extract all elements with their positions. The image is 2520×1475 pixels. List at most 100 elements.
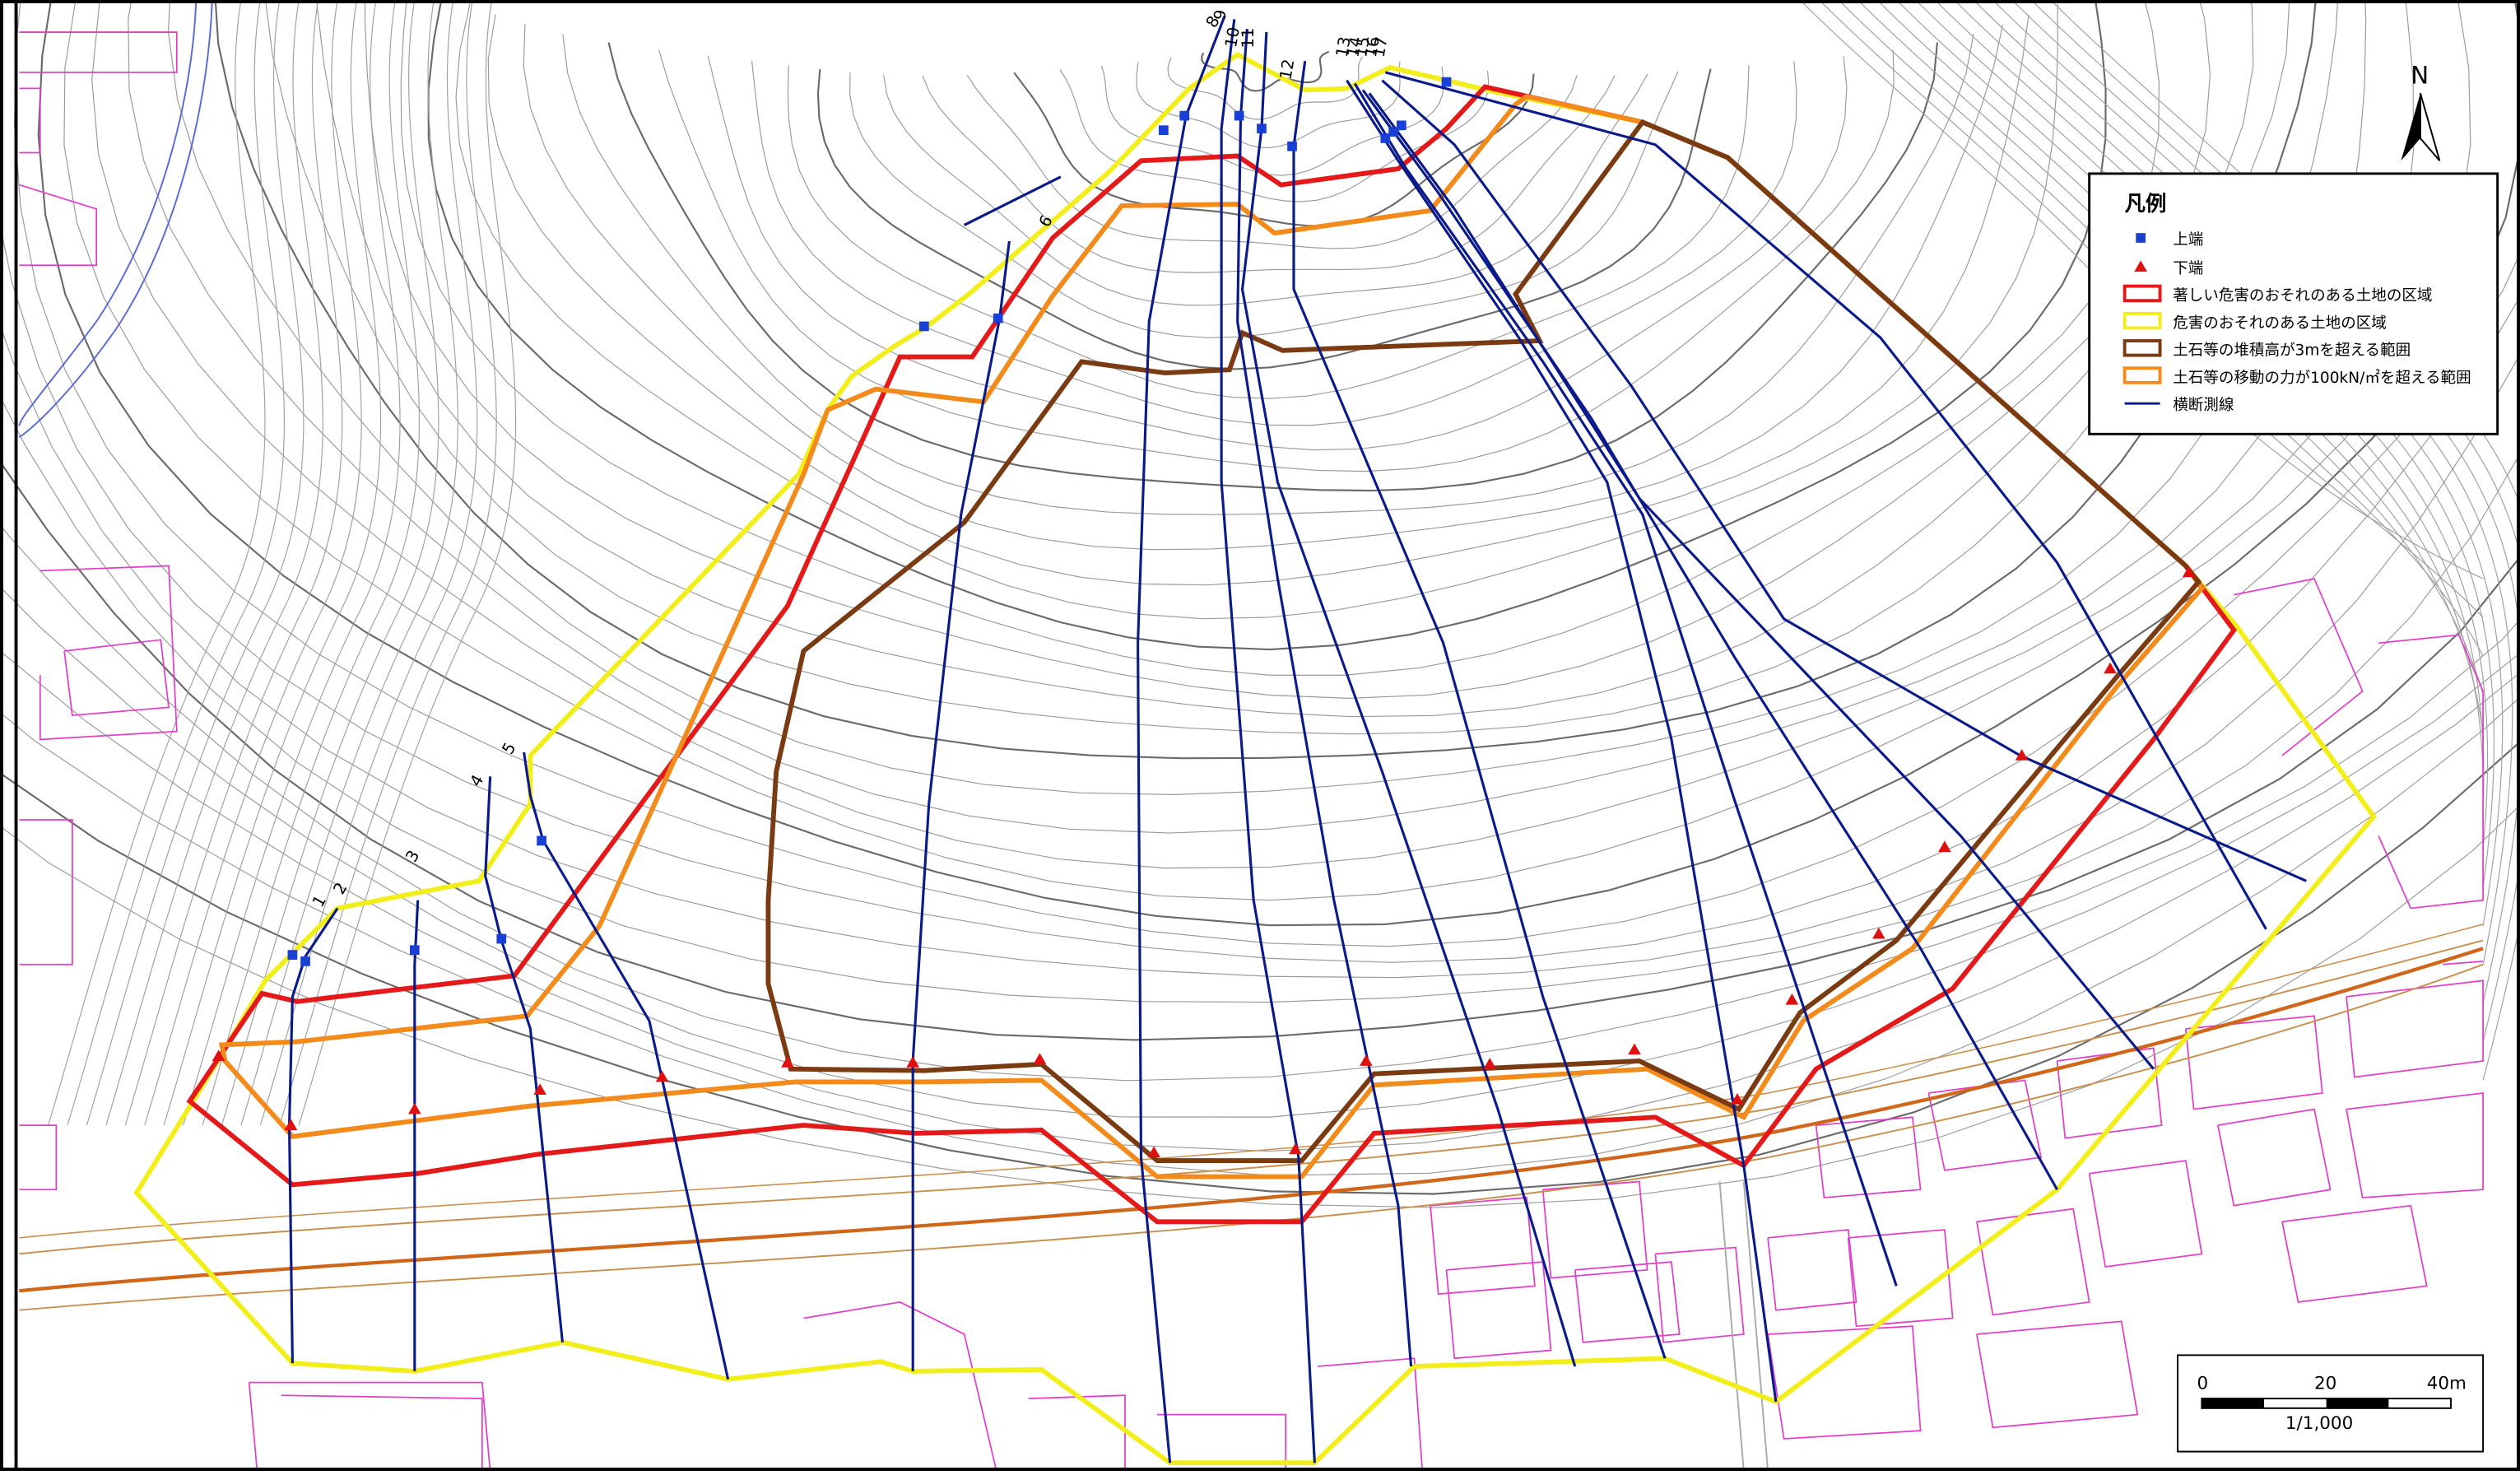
building-outline bbox=[2234, 578, 2364, 756]
side-road bbox=[1718, 1181, 1745, 1472]
lower-end-marker bbox=[781, 1056, 794, 1068]
legend-label-force: 土石等の移動の力が100kN/㎡を超える範囲 bbox=[2173, 369, 2471, 387]
upper-end-marker bbox=[1158, 125, 1169, 136]
contour-line bbox=[221, 0, 439, 1126]
building-outline bbox=[2443, 961, 2484, 965]
upper-end-marker bbox=[537, 835, 546, 846]
scale-tick-40: 40m bbox=[2427, 1373, 2467, 1394]
scale-tick-20: 20 bbox=[2314, 1373, 2336, 1394]
lower-end-marker bbox=[1483, 1058, 1497, 1069]
upper-end-marker bbox=[993, 313, 1003, 323]
cross-section-label: 13 bbox=[1332, 35, 1355, 58]
contour-line bbox=[0, 586, 2520, 1118]
index-contour bbox=[607, 42, 1938, 492]
scale-bar-segment bbox=[2202, 1398, 2265, 1408]
lower-end-markers bbox=[212, 565, 2196, 1158]
cross-section-line bbox=[1292, 61, 1667, 1359]
legend-label-upper: 上端 bbox=[2173, 231, 2203, 249]
lower-end-marker bbox=[533, 1083, 546, 1095]
index-contour bbox=[427, 0, 2107, 651]
upper-end-legend-icon bbox=[2136, 233, 2146, 243]
upper-end-marker bbox=[1441, 77, 1452, 87]
legend-label-lower: 下端 bbox=[2173, 260, 2203, 277]
cross-section-line bbox=[1368, 92, 2155, 1070]
legend-label-yellow-zone: 危害のおそれのある土地の区域 bbox=[2173, 314, 2387, 332]
scale-bar: 0 20 40m 1/1,000 bbox=[2177, 1354, 2485, 1453]
contour-line bbox=[849, 71, 1679, 338]
building-outline bbox=[1767, 1325, 1922, 1440]
contour-line bbox=[259, 0, 478, 1126]
building-outline bbox=[1815, 1116, 1922, 1198]
side-road bbox=[1742, 1181, 1769, 1472]
index-contour bbox=[1013, 72, 1535, 227]
lower-end-marker bbox=[1289, 1142, 1302, 1155]
contour-line bbox=[279, 0, 497, 1126]
deposit-zone-brown bbox=[765, 119, 2202, 1163]
contour-line bbox=[163, 0, 382, 1126]
building-outline bbox=[2346, 1092, 2484, 1198]
deposit-zone-legend-icon bbox=[2122, 339, 2162, 357]
upper-end-marker bbox=[409, 945, 420, 956]
contour-line bbox=[0, 804, 2520, 1208]
cross-section-label: 16 bbox=[1361, 35, 1383, 58]
north-arrow: N bbox=[2401, 62, 2441, 161]
building-outline bbox=[1976, 1207, 2090, 1316]
contour-line bbox=[144, 0, 362, 1126]
upper-end-markers bbox=[287, 77, 1452, 966]
building-outline bbox=[19, 87, 41, 154]
building-outline bbox=[39, 565, 178, 741]
upper-end-marker bbox=[300, 956, 310, 966]
index-contour bbox=[0, 459, 2520, 1041]
lower-end-marker bbox=[284, 1119, 298, 1130]
river-line bbox=[18, 0, 198, 426]
contour-line bbox=[707, 55, 1848, 451]
contour-line bbox=[883, 73, 1648, 306]
cross-section-label: 17 bbox=[1369, 35, 1392, 58]
lower-end-marker bbox=[1785, 993, 1799, 1005]
upper-end-marker bbox=[1287, 141, 1297, 151]
building-outline bbox=[1574, 1261, 1681, 1343]
building-outline bbox=[19, 31, 178, 73]
contour-line bbox=[0, 650, 2520, 1152]
building-outline bbox=[1445, 1261, 1552, 1360]
lower-end-marker bbox=[1872, 927, 1885, 939]
building-outline bbox=[1654, 1246, 1745, 1343]
building-outline bbox=[2217, 1108, 2332, 1207]
cross-section-line bbox=[1137, 15, 1226, 1463]
upper-end-marker bbox=[919, 321, 929, 332]
cross-section-line bbox=[1346, 79, 1778, 1403]
lower-end-marker bbox=[408, 1102, 421, 1114]
road-edge bbox=[19, 939, 2484, 1255]
cross-section-line bbox=[911, 240, 1011, 1371]
building-outline bbox=[1767, 1229, 1857, 1311]
building-outline bbox=[2088, 1160, 2203, 1268]
cross-section-line bbox=[1384, 71, 2267, 930]
legend-title: 凡例 bbox=[2125, 191, 2167, 216]
contour-line bbox=[1136, 61, 1401, 149]
contour-line bbox=[298, 0, 517, 1126]
contour-line bbox=[124, 0, 343, 1126]
contour-line bbox=[966, 74, 1578, 249]
contour-line bbox=[751, 60, 1797, 426]
building-outline bbox=[19, 819, 73, 965]
scale-ratio: 1/1,000 bbox=[2285, 1413, 2353, 1434]
lower-end-marker bbox=[1147, 1146, 1160, 1158]
contour-line bbox=[183, 0, 401, 1126]
upper-end-marker bbox=[1380, 133, 1391, 143]
contour-line bbox=[67, 0, 285, 1126]
upper-end-marker bbox=[496, 933, 507, 944]
cross-section-label: 11 bbox=[1239, 28, 1258, 49]
scale-tick-0: 0 bbox=[2197, 1373, 2208, 1394]
contour-line bbox=[400, 0, 2160, 676]
cross-section-label: 15 bbox=[1351, 35, 1374, 58]
cross-section-label: 10 bbox=[1221, 26, 1244, 49]
building-outline bbox=[1430, 1197, 1536, 1296]
yellow-zone-legend-icon bbox=[2122, 311, 2162, 330]
contour-line bbox=[523, 24, 2003, 551]
index-contour bbox=[816, 68, 1712, 370]
cross-section-label: 12 bbox=[1276, 58, 1298, 81]
lower-end-marker bbox=[2104, 662, 2117, 674]
building-outline bbox=[63, 639, 170, 717]
north-arrow-icon bbox=[2401, 93, 2420, 161]
